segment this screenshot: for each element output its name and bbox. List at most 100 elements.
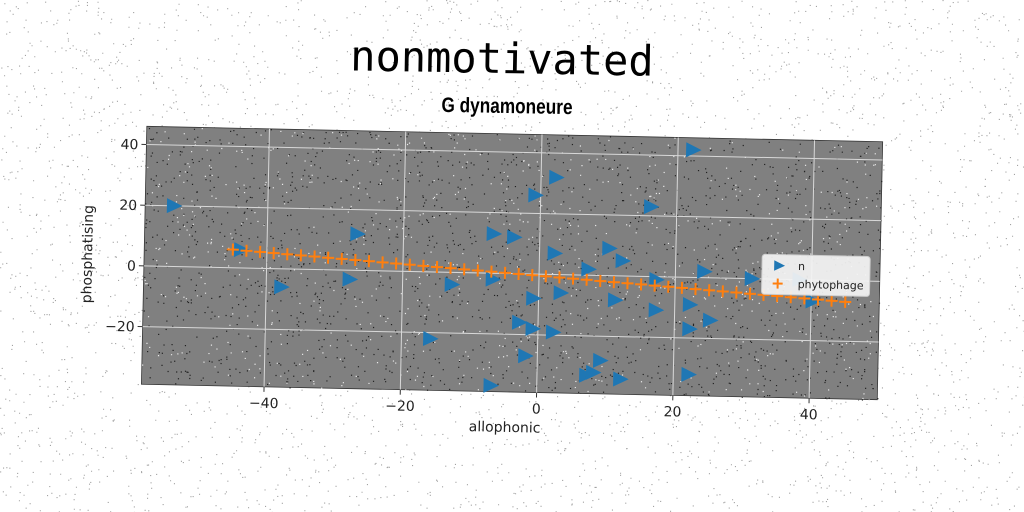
point-n-12 [525,321,542,337]
plot-background [141,125,884,401]
point-phytophage-19 [485,265,498,278]
grid-line-y-2 [145,204,882,222]
point-phytophage-10 [362,255,375,268]
legend-marker-phytophage [772,278,783,289]
point-n-1 [234,242,250,258]
point-phytophage-33 [675,281,688,294]
point-phytophage-31 [648,279,661,292]
point-phytophage-13 [403,258,416,271]
point-phytophage-20 [499,266,512,279]
grid-line-x-3 [672,137,679,396]
grid-line-y-3 [146,144,883,161]
point-n-19 [553,285,570,301]
point-n-7 [486,226,503,242]
point-n-32 [685,142,702,158]
point-n-15 [528,187,544,203]
point-phytophage-36 [716,285,729,298]
point-n-4 [342,271,359,287]
point-phytophage-32 [662,280,675,293]
point-n-29 [648,302,665,318]
point-n-6 [444,276,461,292]
point-n-8 [506,229,523,245]
point-phytophage-29 [621,277,634,290]
point-phytophage-25 [567,272,580,285]
point-phytophage-1 [240,244,253,257]
x-axis-label: allophonic [469,419,541,436]
x-tick-label: −40 [249,396,279,413]
point-phytophage-24 [553,271,566,284]
x-tick-label: 0 [532,401,541,417]
x-tick-label: −20 [385,398,415,415]
point-n-22 [592,352,609,368]
y-tick-label: −20 [105,319,135,336]
point-n-35 [702,312,719,328]
legend-marker-n [774,260,786,271]
point-n-18 [545,324,562,340]
point-phytophage-5 [294,249,307,262]
x-tick-label: 40 [800,407,818,423]
point-phytophage-26 [580,273,593,286]
point-phytophage-15 [430,260,443,274]
x-tick-label: 20 [663,404,681,420]
point-phytophage-30 [635,278,648,291]
point-phytophage-17 [458,263,471,276]
point-n-16 [549,169,565,185]
series-phytophage [226,243,852,308]
y-tick-label: 40 [120,137,138,153]
point-n-13 [518,348,534,364]
grid-line-x-1 [399,131,407,390]
point-phytophage-16 [444,262,457,275]
y-tick-label: 0 [127,259,136,275]
point-n-14 [526,290,542,306]
legend-box [761,253,871,297]
point-n-28 [649,272,665,288]
point-phytophage-0 [226,243,239,256]
series-n [166,142,822,393]
point-phytophage-4 [281,248,294,261]
point-phytophage-35 [703,284,716,297]
point-n-0 [166,198,183,214]
point-phytophage-8 [335,252,348,265]
point-n-23 [602,240,618,256]
point-phytophage-2 [254,245,267,258]
legend: n phytophage [761,253,871,297]
point-phytophage-27 [594,274,607,287]
point-n-31 [681,366,697,382]
point-phytophage-3 [267,247,280,260]
point-n-3 [350,226,366,242]
point-n-5 [423,331,439,347]
point-phytophage-21 [512,267,525,280]
point-n-20 [581,261,597,277]
point-n-24 [615,253,632,269]
point-n-34 [697,263,713,279]
point-n-11 [511,314,528,330]
legend-label-n: n [798,260,805,273]
point-phytophage-11 [376,256,389,269]
point-phytophage-38 [743,287,756,300]
point-n-39 [585,364,602,380]
point-phytophage-37 [730,286,743,299]
point-phytophage-18 [471,264,484,277]
legend-label-phytophage: phytophage [798,278,864,292]
grid-line-x-2 [536,134,543,393]
point-phytophage-34 [689,283,702,296]
point-n-9 [485,271,502,287]
point-phytophage-12 [390,257,403,270]
point-phytophage-14 [417,259,430,272]
point-phytophage-45 [839,295,852,308]
grid-line-y-0 [142,326,879,343]
y-tick-label: 20 [119,198,137,214]
point-phytophage-22 [526,269,539,282]
point-phytophage-6 [308,250,321,263]
point-n-30 [682,321,698,337]
point-n-36 [744,271,761,287]
y-axis-ticks: −20 0 20 40 [105,137,147,336]
point-phytophage-23 [539,270,552,283]
grid-line-x-0 [263,128,270,387]
point-n-2 [274,279,290,295]
point-phytophage-28 [607,276,620,289]
y-axis-label: phosphatising [79,205,97,304]
point-n-10 [483,377,500,393]
x-axis-ticks: −40 −20 0 20 40 [249,386,818,423]
point-n-38 [805,293,822,309]
